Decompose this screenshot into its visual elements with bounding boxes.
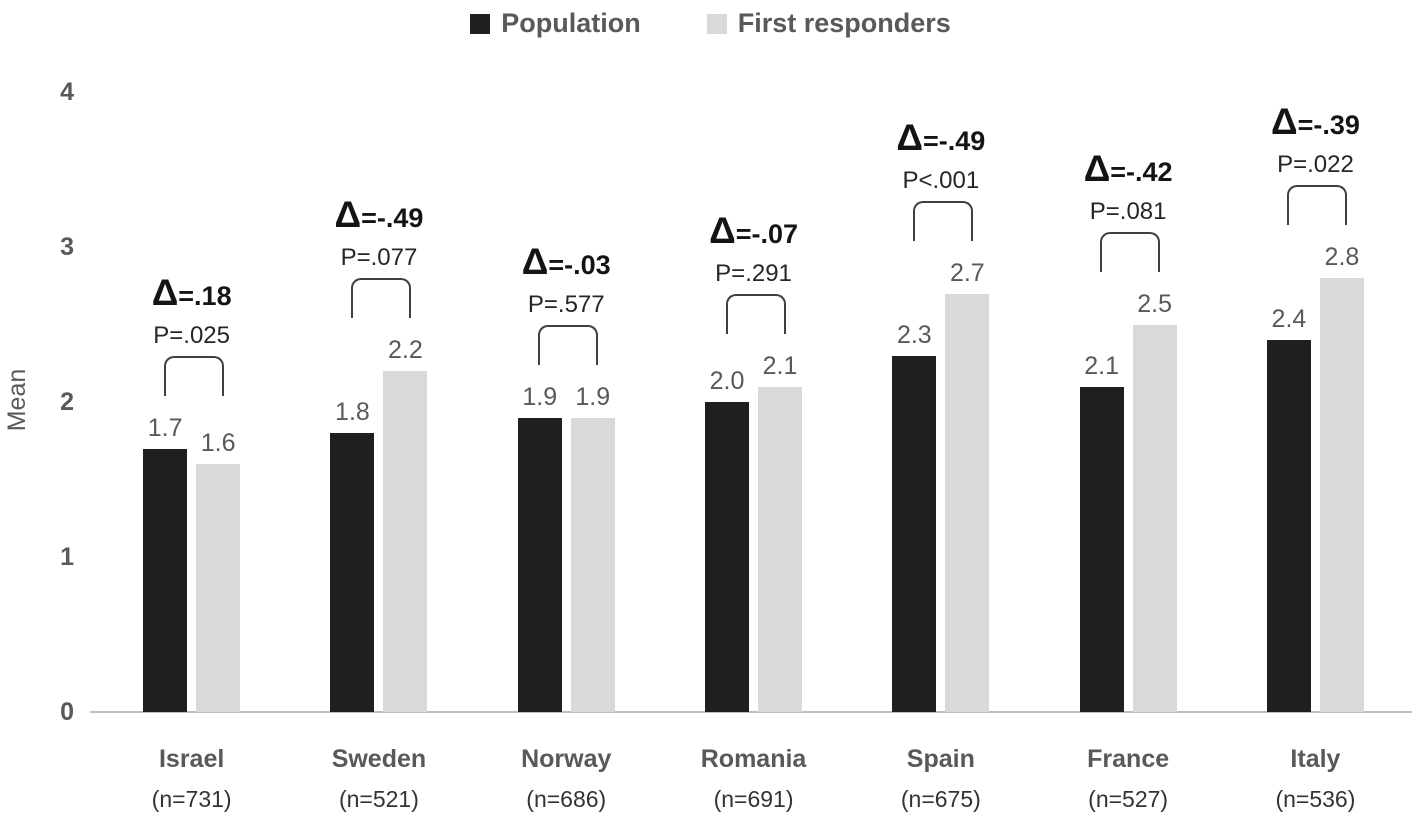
p-value-label-italy: P=.022 (1277, 151, 1354, 178)
bar-first-responders-romania (758, 386, 803, 712)
legend-item-population: Population (470, 8, 641, 39)
delta-label-israel: Δ=.18 (151, 271, 232, 313)
bar-value-label-first-responders-norway: 1.9 (575, 382, 611, 411)
x-axis-category-label-spain: Spain (906, 745, 975, 773)
comparison-bracket-spain (912, 200, 973, 241)
bar-value-label-first-responders-romania: 2.1 (762, 351, 798, 380)
bar-first-responders-spain (945, 293, 990, 712)
bar-population-italy (1266, 340, 1311, 712)
x-axis-category-label-sweden: Sweden (331, 745, 427, 773)
delta-label-romania: Δ=-.07 (709, 209, 798, 251)
legend-label-first-responders: First responders (737, 8, 951, 38)
bar-value-label-first-responders-sweden: 2.2 (388, 336, 423, 364)
p-value-label-sweden: P=.077 (340, 244, 418, 271)
bar-population-israel (143, 448, 188, 712)
p-value-label-spain: P<.001 (902, 166, 980, 194)
bar-first-responders-sweden (383, 371, 428, 712)
bar-value-label-population-italy: 2.4 (1271, 305, 1307, 333)
bar-value-label-population-spain: 2.3 (896, 320, 932, 349)
comparison-bracket-israel (163, 355, 224, 396)
y-tick-label: 1 (60, 543, 74, 571)
bar-value-label-first-responders-france: 2.5 (1137, 289, 1173, 318)
comparison-bracket-romania (725, 293, 786, 334)
y-tick-label: 2 (60, 388, 74, 416)
x-axis-n-label-france: (n=527) (1088, 786, 1169, 812)
bar-value-label-first-responders-israel: 1.6 (200, 429, 236, 457)
bar-value-label-population-israel: 1.7 (147, 413, 183, 442)
bar-value-label-population-norway: 1.9 (522, 382, 558, 411)
x-axis-n-label-norway: (n=686) (526, 786, 607, 812)
x-axis-category-label-norway: Norway (521, 745, 612, 773)
x-axis-line (90, 711, 1412, 713)
x-axis-n-label-spain: (n=675) (900, 786, 981, 812)
bar-value-label-population-romania: 2.0 (709, 367, 745, 395)
delta-label-france: Δ=-.42 (1083, 147, 1173, 189)
bar-value-label-population-sweden: 1.8 (335, 398, 370, 426)
delta-label-sweden: Δ=-.49 (334, 194, 424, 235)
comparison-bracket-italy (1287, 185, 1348, 225)
x-axis-n-label-romania: (n=691) (713, 786, 794, 812)
x-axis-category-label-israel: Israel (158, 745, 225, 773)
comparison-bracket-norway (538, 324, 599, 365)
x-axis-category-label-france: France (1087, 745, 1170, 773)
bar-value-label-population-france: 2.1 (1084, 351, 1120, 380)
bar-first-responders-italy (1319, 278, 1364, 712)
delta-label-italy: Δ=-.39 (1270, 101, 1360, 142)
population-swatch-icon (470, 13, 491, 34)
bar-value-label-first-responders-italy: 2.8 (1324, 243, 1360, 271)
x-axis-category-label-italy: Italy (1290, 745, 1341, 773)
bar-first-responders-israel (196, 464, 241, 712)
bar-population-france (1079, 386, 1124, 712)
legend-item-first-responders: First responders (706, 8, 951, 39)
x-axis-n-label-sweden: (n=521) (338, 786, 419, 812)
x-axis-n-label-italy: (n=536) (1275, 786, 1356, 812)
p-value-label-israel: P=.025 (153, 321, 230, 349)
bar-first-responders-france (1132, 324, 1177, 712)
p-value-label-norway: P=.577 (527, 290, 605, 318)
comparison-bracket-sweden (350, 278, 411, 318)
bar-population-romania (705, 402, 750, 712)
delta-label-norway: Δ=-.03 (521, 240, 611, 282)
bar-value-label-first-responders-spain: 2.7 (949, 258, 985, 287)
p-value-label-romania: P=.291 (715, 259, 792, 287)
x-axis-category-label-romania: Romania (700, 745, 807, 773)
comparison-bracket-france (1100, 231, 1161, 272)
first-responders-swatch-icon (706, 13, 727, 34)
bar-first-responders-norway (570, 417, 615, 712)
y-tick-label: 4 (60, 78, 74, 106)
p-value-label-france: P=.081 (1089, 197, 1167, 225)
bar-population-spain (892, 355, 937, 712)
delta-label-spain: Δ=-.49 (896, 116, 986, 158)
y-tick-label: 3 (60, 233, 74, 261)
x-axis-n-label-israel: (n=731) (151, 786, 232, 812)
legend: Population First responders (0, 8, 1421, 39)
y-tick-label: 0 (60, 698, 74, 726)
bar-population-sweden (330, 433, 375, 712)
legend-label-population: Population (501, 8, 641, 38)
bar-population-norway (517, 417, 562, 712)
